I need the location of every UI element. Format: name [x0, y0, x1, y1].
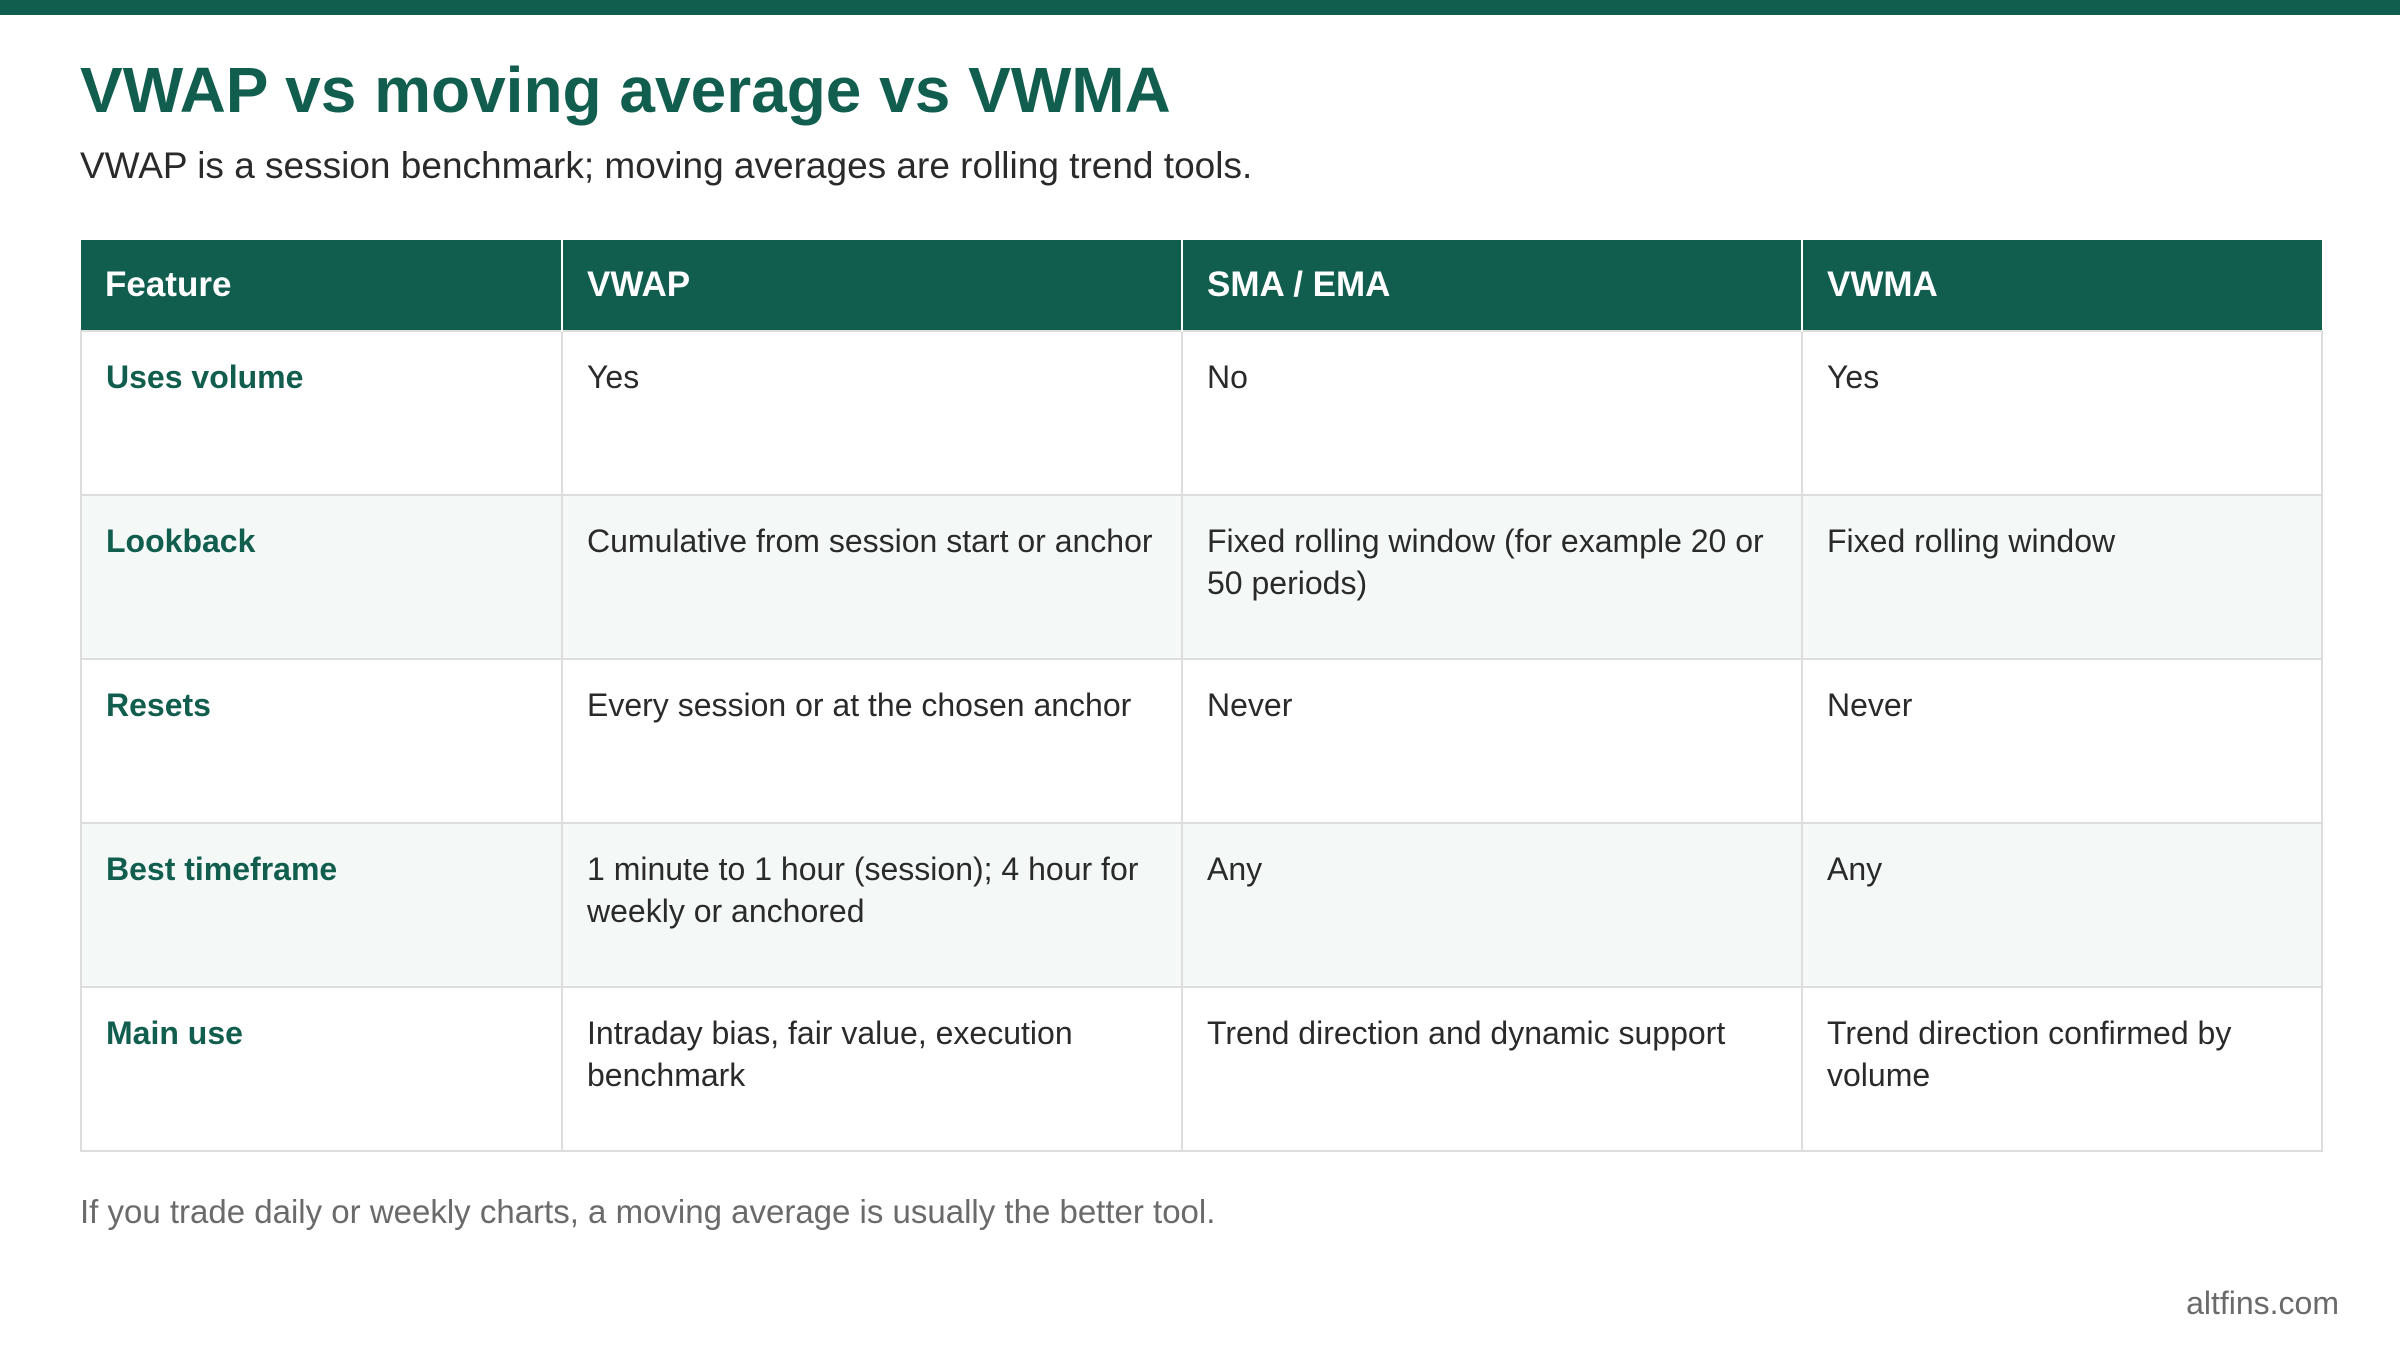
- row-label-main-use: Main use: [80, 986, 563, 1152]
- header-sma-ema: SMA / EMA: [1181, 240, 1802, 331]
- table-cell: Never: [1801, 658, 2323, 824]
- table-cell: Trend direction confirmed by volume: [1801, 986, 2323, 1152]
- table-row: Main use Intraday bias, fair value, exec…: [80, 986, 2323, 1152]
- header-feature: Feature: [81, 240, 562, 331]
- comparison-table-container: Feature VWAP SMA / EMA VWMA Uses volume …: [80, 240, 2323, 1152]
- table-row: Resets Every session or at the chosen an…: [80, 658, 2323, 824]
- table-cell: Any: [1181, 822, 1803, 988]
- top-accent-bar: [0, 0, 2400, 15]
- table-cell: No: [1181, 330, 1803, 496]
- table-row: Uses volume Yes No Yes: [80, 330, 2323, 496]
- table-cell: Fixed rolling window (for example 20 or …: [1181, 494, 1803, 660]
- table-cell: Any: [1801, 822, 2323, 988]
- table-row: Best timeframe 1 minute to 1 hour (sessi…: [80, 822, 2323, 988]
- table-header-row: Feature VWAP SMA / EMA VWMA: [81, 240, 2322, 331]
- row-label-resets: Resets: [80, 658, 563, 824]
- row-label-uses-volume: Uses volume: [80, 330, 563, 496]
- table-cell: Yes: [561, 330, 1183, 496]
- table-row: Lookback Cumulative from session start o…: [80, 494, 2323, 660]
- row-label-best-timeframe: Best timeframe: [80, 822, 563, 988]
- page-title: VWAP vs moving average vs VWMA: [80, 54, 1171, 126]
- header-vwma: VWMA: [1801, 240, 2322, 331]
- footnote: If you trade daily or weekly charts, a m…: [80, 1193, 1216, 1230]
- table-cell: Trend direction and dynamic support: [1181, 986, 1803, 1152]
- table-cell: 1 minute to 1 hour (session); 4 hour for…: [561, 822, 1183, 988]
- comparison-table: Feature VWAP SMA / EMA VWMA Uses volume …: [80, 240, 2323, 1152]
- table-cell: Never: [1181, 658, 1803, 824]
- page-subtitle: VWAP is a session benchmark; moving aver…: [80, 145, 1253, 186]
- row-label-lookback: Lookback: [80, 494, 563, 660]
- table-cell: Cumulative from session start or anchor: [561, 494, 1183, 660]
- table-cell: Yes: [1801, 330, 2323, 496]
- table-cell: Every session or at the chosen anchor: [561, 658, 1183, 824]
- table-cell: Intraday bias, fair value, execution ben…: [561, 986, 1183, 1152]
- table-cell: Fixed rolling window: [1801, 494, 2323, 660]
- header-vwap: VWAP: [561, 240, 1182, 331]
- site-credit: altfins.com: [2186, 1285, 2339, 1321]
